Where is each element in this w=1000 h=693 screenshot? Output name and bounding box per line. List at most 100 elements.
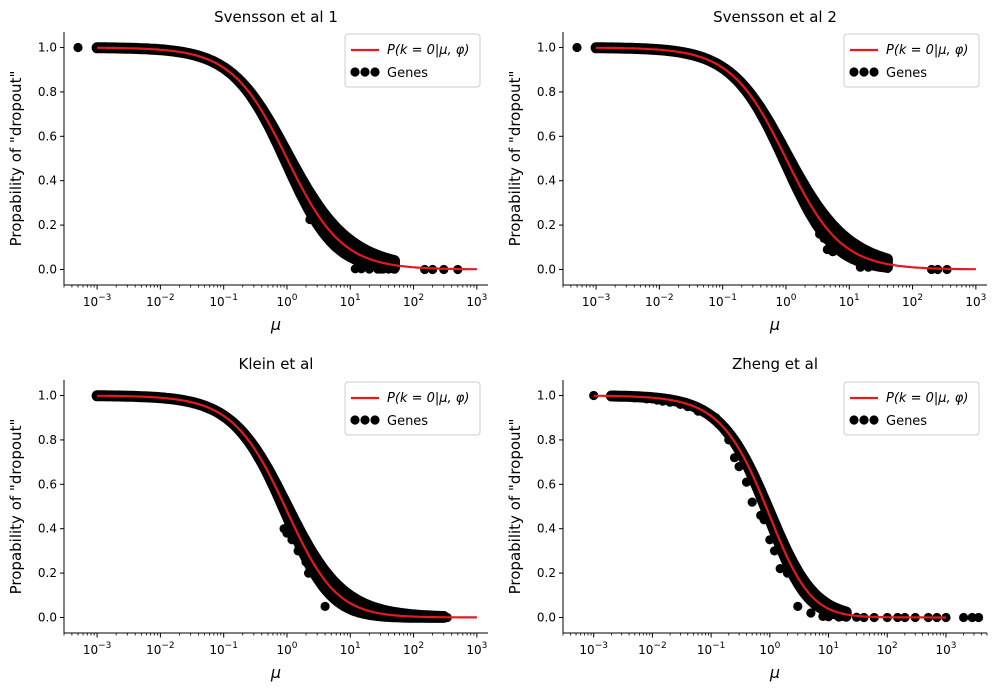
y-tick-label: 0.0 [537,262,556,276]
legend-points-swatch [849,415,859,425]
gene-point [287,535,297,545]
panel-2: Svensson et al 2 0.0 0.2 0.4 0.6 0.8 1.0 10−3 10… [506,8,987,334]
gene-point [823,612,834,622]
y-tick-label: 0.6 [38,477,57,491]
legend-points-swatch [869,415,879,425]
x-tick-label: 10−1 [209,293,238,309]
x-tick-label: 103 [935,641,956,657]
y-tick-label: 1.0 [537,389,556,403]
legend-points-swatch [370,67,380,77]
gene-point [734,462,744,472]
gene-point [863,262,873,272]
x-tick-label: 10−3 [83,293,112,309]
y-tick-label: 0.8 [38,85,57,99]
gene-point [356,264,366,274]
x-tick-label: 102 [403,293,424,309]
x-tick-label: 10−1 [209,641,238,657]
y-tick-label: 0.0 [38,262,57,276]
legend-points-swatch [859,67,869,77]
legend: P(k = 0|μ, φ) Genes [344,381,481,436]
legend-points-label: Genes [886,414,927,429]
gene-point [834,612,844,622]
legend-points-swatch [859,415,869,425]
gene-point [874,262,885,272]
x-axis-label: μ [769,315,780,334]
panel-4: Zheng et al 0.0 0.2 0.4 0.6 0.8 1.0 10−3 10−2 10−… [506,355,988,682]
gene-point [304,568,314,578]
x-tick-label: 101 [340,293,361,309]
gene-point [793,601,803,612]
gene-point [855,262,866,272]
y-tick-label: 0.4 [537,174,556,188]
gene-point [819,233,829,243]
model-curve [97,46,477,271]
panel-1: Svensson et al 1 0.0 0.2 0.4 0.6 0.8 1.0 10−3 10… [7,8,488,334]
gene-point [711,413,721,423]
legend-points-swatch [370,415,380,425]
legend: P(k = 0|μ, φ) Genes [843,381,980,436]
gene-point [882,263,893,273]
y-tick-label: 0.0 [38,610,57,624]
x-tick-label: 102 [902,293,923,309]
gene-density-band [605,390,852,622]
y-tick-label: 1.0 [38,389,57,403]
legend-points-swatch [360,415,370,425]
y-tick-label: 0.6 [537,129,556,143]
gene-point [849,238,859,248]
y-tick-label: 1.0 [38,41,57,55]
x-tick-label: 10−2 [146,641,175,657]
x-tick-label: 10−3 [579,641,608,657]
gene-point [769,546,780,556]
legend-curve-label: P(k = 0|μ, φ) [387,391,469,406]
legend-points-label: Genes [387,414,428,429]
legend: P(k = 0|μ, φ) Genes [843,33,980,88]
gene-point [389,264,400,274]
legend-curve-label: P(k = 0|μ, φ) [886,391,968,406]
legend-points-swatch [869,67,879,77]
x-tick-label: 10−2 [638,641,667,657]
gene-point [301,557,311,567]
gene-point [747,497,757,507]
legend-curve-label: P(k = 0|μ, φ) [886,43,968,58]
gene-point [974,612,984,623]
gene-point [305,214,315,225]
gene-point [775,564,785,574]
chart-title: Svensson et al 2 [713,8,837,26]
gene-point [741,477,752,487]
x-tick-label: 101 [818,641,839,657]
gene-point [729,453,740,463]
y-tick-label: 0.8 [537,433,556,447]
x-tick-label: 101 [839,293,860,309]
x-tick-label: 10−2 [645,293,674,309]
chart-title: Klein et al [239,355,314,373]
y-axis-label: Propability of "dropout" [506,419,524,595]
y-tick-label: 0.6 [38,129,57,143]
chart-title: Zheng et al [732,355,818,373]
gene-point [572,42,582,53]
x-tick-label: 10−3 [83,641,112,657]
panel-3: Klein et al 0.0 0.2 0.4 0.6 0.8 1.0 10−3 10−2 10−… [7,355,488,682]
legend-points-swatch [360,67,370,77]
legend-points-swatch [849,67,859,77]
gene-point [967,612,977,623]
x-tick-label: 103 [466,641,487,657]
x-tick-label: 100 [759,641,780,657]
chart-title: Svensson et al 1 [214,8,338,26]
gene-point [806,608,816,618]
gene-point [759,515,769,525]
y-tick-label: 0.6 [537,477,556,491]
legend-points-swatch [350,67,360,77]
gene-point [282,528,292,538]
legend-curve-label: P(k = 0|μ, φ) [387,43,469,58]
y-tick-label: 0.8 [38,433,57,447]
model-curve [593,394,946,619]
y-tick-label: 0.4 [38,522,57,536]
x-tick-label: 102 [877,641,898,657]
y-tick-label: 0.2 [537,566,556,580]
x-axis-label: μ [270,663,281,682]
y-tick-label: 0.0 [537,610,556,624]
gene-point [73,42,83,53]
gene-point [320,601,330,612]
model-curve [97,394,477,619]
